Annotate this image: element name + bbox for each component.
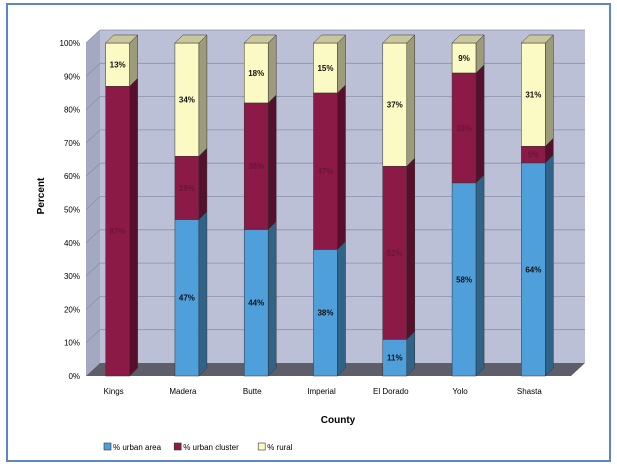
bar-top: [382, 34, 416, 44]
y-tick-label: 100%: [60, 39, 80, 48]
bar-segment: [174, 155, 200, 220]
bar-side: [545, 154, 554, 377]
y-tick-label: 30%: [64, 272, 80, 281]
data-label: 64%: [525, 265, 541, 274]
bar-side: [198, 34, 208, 157]
gridline: [85, 329, 101, 343]
data-label: 38%: [317, 309, 333, 318]
bar-side: [129, 34, 138, 87]
y-tick-label: 20%: [64, 305, 80, 314]
bar-top: [174, 34, 208, 44]
bar-segment: [174, 42, 200, 157]
bar-segment: [382, 339, 408, 377]
data-label: 52%: [387, 249, 403, 258]
data-label: 33%: [456, 124, 472, 133]
data-label: 47%: [317, 167, 333, 176]
legend-swatch: [173, 442, 182, 451]
bar-side: [337, 240, 346, 377]
bar-segment: [313, 42, 338, 94]
bar-segment: [382, 42, 408, 167]
bar-side: [545, 34, 554, 147]
data-label: 11%: [387, 354, 403, 363]
data-label: 47%: [179, 294, 195, 303]
data-label: 9%: [458, 54, 470, 63]
x-tick-label: Kings: [104, 387, 124, 396]
y-tick-label: 90%: [64, 72, 80, 81]
gridline: [85, 129, 101, 144]
gridline: [85, 296, 101, 310]
data-label: 58%: [456, 275, 472, 284]
bar-segment: [313, 92, 338, 250]
gridline: [85, 262, 101, 277]
data-label: 19%: [179, 184, 195, 193]
bar-side: [475, 174, 485, 377]
bar-side: [129, 77, 138, 377]
x-tick-label: Imperial: [307, 387, 336, 396]
y-axis-label: Percent: [36, 177, 47, 214]
gridline: [85, 96, 101, 110]
data-label: 44%: [248, 299, 264, 308]
data-label: 13%: [110, 61, 126, 70]
x-tick-label: Butte: [243, 387, 262, 396]
y-tick-label: 60%: [64, 172, 80, 181]
legend-swatch: [103, 442, 112, 451]
bar-top: [520, 34, 554, 44]
gridline: [85, 162, 101, 177]
gridline: [85, 196, 101, 210]
bar-top: [451, 34, 485, 44]
x-tick-label: El Dorado: [373, 387, 409, 396]
y-tick-label: 0%: [68, 372, 80, 381]
data-label: 87%: [110, 227, 126, 236]
data-label: 15%: [317, 64, 333, 73]
legend-label: % rural: [267, 443, 293, 452]
legend-swatch: [257, 442, 266, 451]
bar-segment: [451, 182, 477, 377]
bar-segment: [382, 165, 408, 340]
bar-side: [267, 94, 277, 231]
legend-label: % urban cluster: [183, 443, 239, 452]
gridline: [85, 29, 101, 44]
bar-segment: [451, 72, 477, 184]
legend: % urban area % urban cluster % rural: [103, 442, 293, 452]
x-tick-label: Madera: [169, 387, 197, 396]
y-tick-label: 80%: [64, 106, 80, 115]
bar-top: [243, 34, 277, 44]
y-tick-label: 50%: [64, 206, 80, 215]
x-tick-label: Shasta: [517, 387, 542, 396]
bar-side: [337, 84, 346, 251]
data-label: 18%: [248, 69, 264, 78]
bar-segment: [105, 86, 130, 377]
x-axis-label: County: [321, 415, 356, 426]
bar-side: [267, 34, 277, 104]
bar-side: [475, 64, 485, 184]
gridline: [85, 229, 101, 244]
data-label: 34%: [179, 96, 195, 105]
data-label: 37%: [387, 101, 403, 110]
data-label: 38%: [248, 162, 264, 171]
data-label: 5%: [528, 151, 540, 160]
bar-side: [406, 34, 416, 167]
bar-top: [312, 34, 347, 44]
bar-side: [406, 157, 416, 340]
gridline: [85, 63, 101, 77]
y-tick-label: 70%: [64, 139, 80, 148]
bar-side: [337, 34, 346, 94]
y-tick-label: 10%: [64, 339, 80, 348]
data-label: 31%: [525, 91, 541, 100]
bar-segment: [521, 42, 546, 147]
legend-label: % urban area: [113, 443, 162, 452]
bar-side: [198, 210, 208, 377]
y-tick-label: 40%: [64, 239, 80, 248]
bar-segment: [243, 102, 269, 230]
bar-segment: [243, 229, 269, 377]
bar-top: [105, 34, 139, 44]
bar-side: [267, 220, 277, 377]
x-tick-label: Yolo: [452, 387, 468, 396]
bar-side: [198, 147, 208, 221]
